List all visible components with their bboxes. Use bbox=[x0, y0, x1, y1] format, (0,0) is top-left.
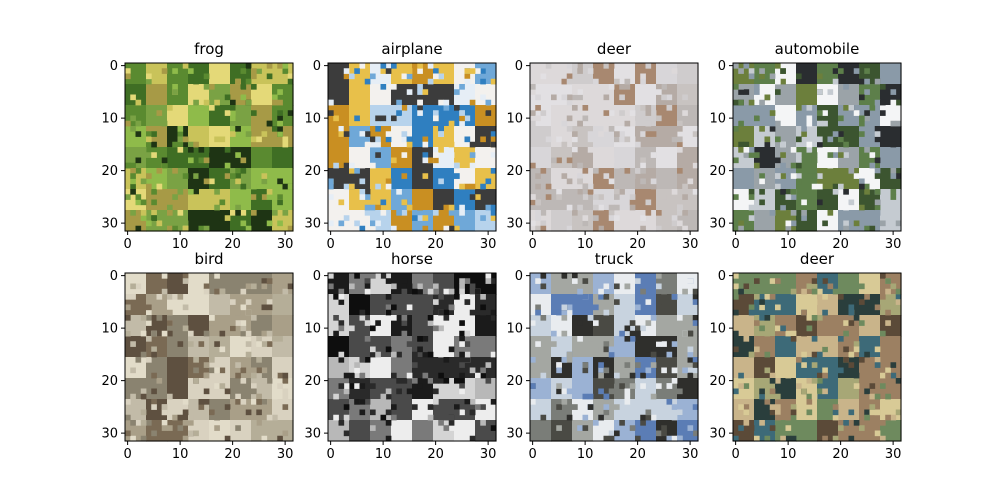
x-tick-label: 30 bbox=[277, 447, 294, 462]
y-tick-label: 30 bbox=[506, 217, 523, 232]
axes-frame bbox=[732, 272, 902, 442]
y-tick-label: 20 bbox=[101, 164, 118, 179]
x-tick-label: 0 bbox=[326, 447, 334, 462]
x-tick-label: 20 bbox=[427, 237, 444, 252]
x-tick-label: 10 bbox=[577, 447, 594, 462]
subplot: deer 0 10 20 30 0 10 20 30 bbox=[709, 250, 902, 462]
subplot-title: truck bbox=[595, 250, 634, 268]
x-tick-label: 30 bbox=[885, 237, 902, 252]
subplot: deer 0 10 20 30 0 10 20 30 bbox=[506, 40, 699, 252]
subplot: bird 0 10 20 30 0 10 20 30 bbox=[101, 250, 294, 462]
y-tick-label: 30 bbox=[709, 427, 726, 442]
y-tick-label: 10 bbox=[304, 112, 321, 127]
x-tick-label: 30 bbox=[480, 447, 497, 462]
y-tick-label: 30 bbox=[101, 427, 118, 442]
y-tick-label: 30 bbox=[101, 217, 118, 232]
image-thumbnail bbox=[125, 63, 294, 232]
axes-frame bbox=[327, 272, 497, 442]
y-tick-label: 0 bbox=[718, 59, 726, 74]
subplot: frog 0 10 20 30 0 10 20 30 bbox=[101, 40, 294, 252]
subplot: horse 0 10 20 30 0 10 20 30 bbox=[304, 250, 497, 462]
y-tick-label: 0 bbox=[110, 59, 118, 74]
y-tick-label: 0 bbox=[110, 269, 118, 284]
y-tick-label: 20 bbox=[506, 164, 523, 179]
x-tick-label: 10 bbox=[375, 237, 392, 252]
x-tick-label: 10 bbox=[577, 237, 594, 252]
image-thumbnail bbox=[125, 273, 294, 442]
x-tick-label: 10 bbox=[172, 237, 189, 252]
x-tick-label: 10 bbox=[780, 237, 797, 252]
image-thumbnail bbox=[530, 63, 699, 232]
y-tick-label: 0 bbox=[718, 269, 726, 284]
x-tick-label: 20 bbox=[629, 237, 646, 252]
y-tick-label: 20 bbox=[506, 374, 523, 389]
y-tick-label: 20 bbox=[304, 164, 321, 179]
x-tick-label: 30 bbox=[480, 237, 497, 252]
subplot-title: deer bbox=[597, 40, 632, 58]
x-tick-label: 30 bbox=[277, 237, 294, 252]
x-tick-label: 0 bbox=[731, 447, 739, 462]
x-tick-label: 20 bbox=[427, 447, 444, 462]
y-tick-label: 10 bbox=[709, 112, 726, 127]
x-tick-label: 30 bbox=[682, 237, 699, 252]
axes-frame bbox=[529, 62, 699, 232]
subplot-title: automobile bbox=[775, 40, 860, 58]
y-tick-label: 30 bbox=[304, 427, 321, 442]
axes-frame bbox=[529, 272, 699, 442]
y-tick-label: 0 bbox=[313, 269, 321, 284]
y-tick-label: 0 bbox=[515, 269, 523, 284]
axes-frame bbox=[124, 272, 294, 442]
x-tick-label: 0 bbox=[123, 237, 131, 252]
x-tick-label: 0 bbox=[528, 447, 536, 462]
x-tick-label: 20 bbox=[629, 447, 646, 462]
y-tick-label: 20 bbox=[304, 374, 321, 389]
y-tick-label: 10 bbox=[506, 112, 523, 127]
x-tick-label: 20 bbox=[224, 237, 241, 252]
subplot-title: frog bbox=[194, 40, 224, 58]
y-tick-label: 30 bbox=[304, 217, 321, 232]
x-tick-label: 0 bbox=[326, 237, 334, 252]
y-tick-label: 0 bbox=[515, 59, 523, 74]
y-tick-label: 20 bbox=[709, 164, 726, 179]
subplot: automobile 0 10 20 30 0 10 20 30 bbox=[709, 40, 902, 252]
image-thumbnail bbox=[328, 63, 497, 232]
x-tick-label: 0 bbox=[731, 237, 739, 252]
subplot: truck 0 10 20 30 0 10 20 30 bbox=[506, 250, 699, 462]
y-tick-label: 20 bbox=[709, 374, 726, 389]
x-tick-label: 20 bbox=[832, 447, 849, 462]
axes-frame bbox=[124, 62, 294, 232]
x-tick-label: 10 bbox=[780, 447, 797, 462]
image-thumbnail bbox=[733, 63, 902, 232]
y-tick-label: 10 bbox=[101, 322, 118, 337]
x-tick-label: 20 bbox=[832, 237, 849, 252]
y-tick-label: 10 bbox=[506, 322, 523, 337]
y-tick-label: 0 bbox=[313, 59, 321, 74]
subplot-title: bird bbox=[194, 250, 223, 268]
x-tick-label: 30 bbox=[885, 447, 902, 462]
axes-frame bbox=[327, 62, 497, 232]
x-tick-label: 10 bbox=[172, 447, 189, 462]
subplot-title: airplane bbox=[381, 40, 442, 58]
y-tick-label: 10 bbox=[101, 112, 118, 127]
image-thumbnail bbox=[328, 273, 497, 442]
image-thumbnail bbox=[733, 273, 902, 442]
subplot: airplane 0 10 20 30 0 10 20 30 bbox=[304, 40, 497, 252]
y-tick-label: 30 bbox=[709, 217, 726, 232]
axes-frame bbox=[732, 62, 902, 232]
y-tick-label: 10 bbox=[304, 322, 321, 337]
subplot-title: deer bbox=[800, 250, 835, 268]
image-thumbnail bbox=[530, 273, 699, 442]
x-tick-label: 0 bbox=[528, 237, 536, 252]
x-tick-label: 0 bbox=[123, 447, 131, 462]
subplot-title: horse bbox=[391, 250, 433, 268]
y-tick-label: 10 bbox=[709, 322, 726, 337]
y-tick-label: 20 bbox=[101, 374, 118, 389]
x-tick-label: 30 bbox=[682, 447, 699, 462]
y-tick-label: 30 bbox=[506, 427, 523, 442]
x-tick-label: 10 bbox=[375, 447, 392, 462]
x-tick-label: 20 bbox=[224, 447, 241, 462]
